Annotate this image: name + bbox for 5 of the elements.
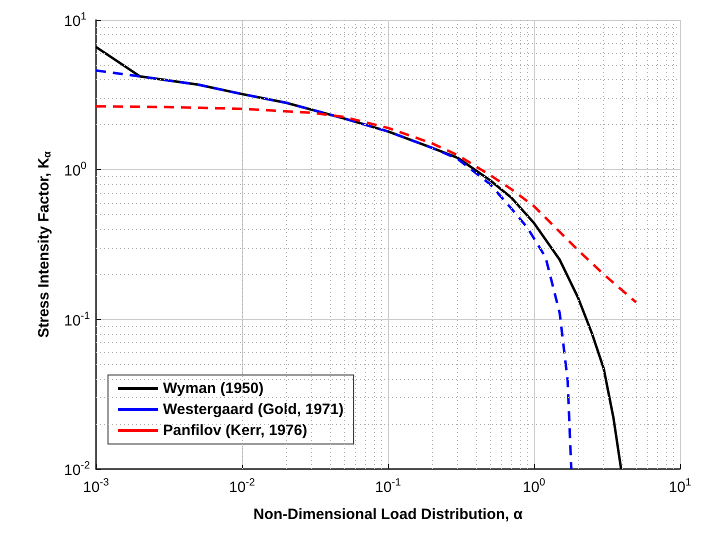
legend-label: Westergaard (Gold, 1971) xyxy=(163,401,344,418)
x-axis-title: Non-Dimensional Load Distribution, α xyxy=(253,506,524,523)
legend-label: Panfilov (Kerr, 1976) xyxy=(163,422,308,439)
y-axis-title: Stress Intensity Factor, Kα xyxy=(36,150,54,338)
legend-label: Wyman (1950) xyxy=(163,380,264,397)
